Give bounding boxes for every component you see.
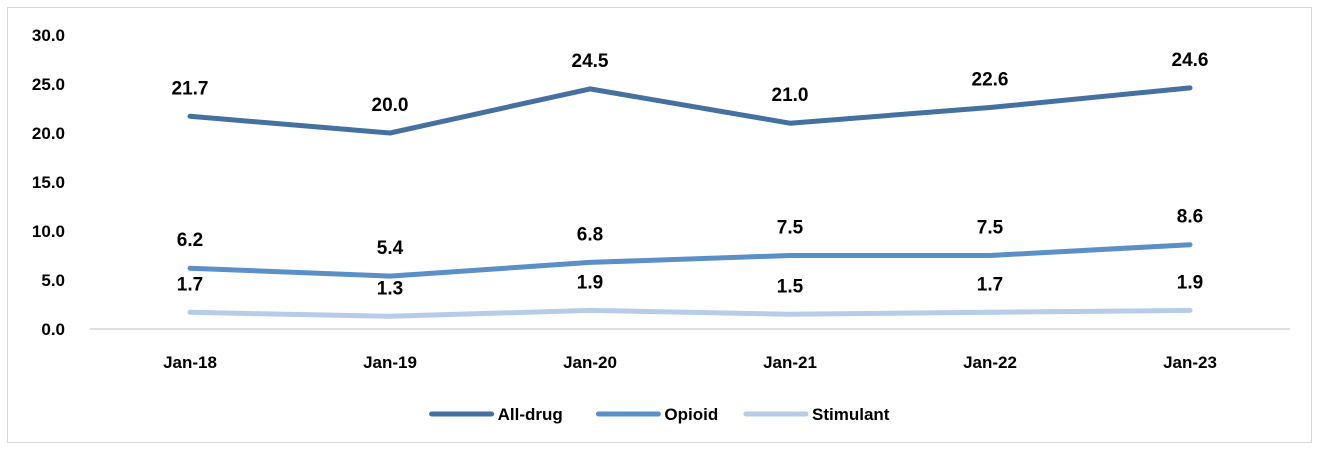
data-label-opioid: 8.6 [1177,207,1203,228]
y-axis-ticks: 0.0 5.0 10.0 15.0 20.0 25.0 30.0 [32,26,65,339]
legend-label-stimulant: Stimulant [812,405,890,424]
data-label-stimulant: 1.9 [577,272,603,293]
y-tick-label: 15.0 [32,173,65,192]
series-line-stimulant [187,307,1193,319]
data-label-all-drug: 21.7 [172,78,209,99]
x-tick-label: Jan-19 [363,353,417,372]
data-label-all-drug: 24.5 [572,51,609,72]
data-label-all-drug: 22.6 [972,70,1009,91]
y-tick-label: 10.0 [32,222,65,241]
data-label-opioid: 7.5 [977,218,1004,239]
x-axis-ticks: Jan-18 Jan-19 Jan-20 Jan-21 Jan-22 Jan-23 [163,353,1217,372]
data-label-stimulant: 1.5 [777,276,804,297]
y-tick-label: 20.0 [32,124,65,143]
series-line-all-drug [187,85,1193,136]
x-tick-label: Jan-20 [563,353,617,372]
data-labels: 21.7 20.0 24.5 21.0 22.6 24.6 6.2 5.4 6.8 7.5 7.5 8… [172,50,1209,299]
data-label-stimulant: 1.7 [977,274,1003,295]
series-line-opioid [187,242,1193,279]
chart-frame [7,7,1312,443]
data-label-stimulant: 1.3 [377,278,403,299]
data-label-opioid: 6.2 [177,230,203,251]
data-label-opioid: 6.8 [577,224,603,245]
legend-label-opioid: Opioid [664,405,718,424]
y-tick-label: 5.0 [41,271,65,290]
data-label-opioid: 7.5 [777,218,804,239]
data-label-opioid: 5.4 [377,238,404,259]
legend: All-drug Opioid Stimulant [429,405,890,424]
data-label-all-drug: 21.0 [772,85,809,106]
data-label-all-drug: 24.6 [1172,50,1209,71]
y-tick-label: 0.0 [41,320,65,339]
legend-label-all-drug: All-drug [498,405,563,424]
y-tick-label: 25.0 [32,75,65,94]
x-tick-label: Jan-23 [1163,353,1217,372]
x-tick-label: Jan-18 [163,353,217,372]
data-label-stimulant: 1.7 [177,274,203,295]
data-label-stimulant: 1.9 [1177,272,1203,293]
y-tick-label: 30.0 [32,26,65,45]
x-tick-label: Jan-22 [963,353,1017,372]
x-tick-label: Jan-21 [763,353,817,372]
series-lines [187,85,1193,319]
data-label-all-drug: 20.0 [372,95,409,116]
